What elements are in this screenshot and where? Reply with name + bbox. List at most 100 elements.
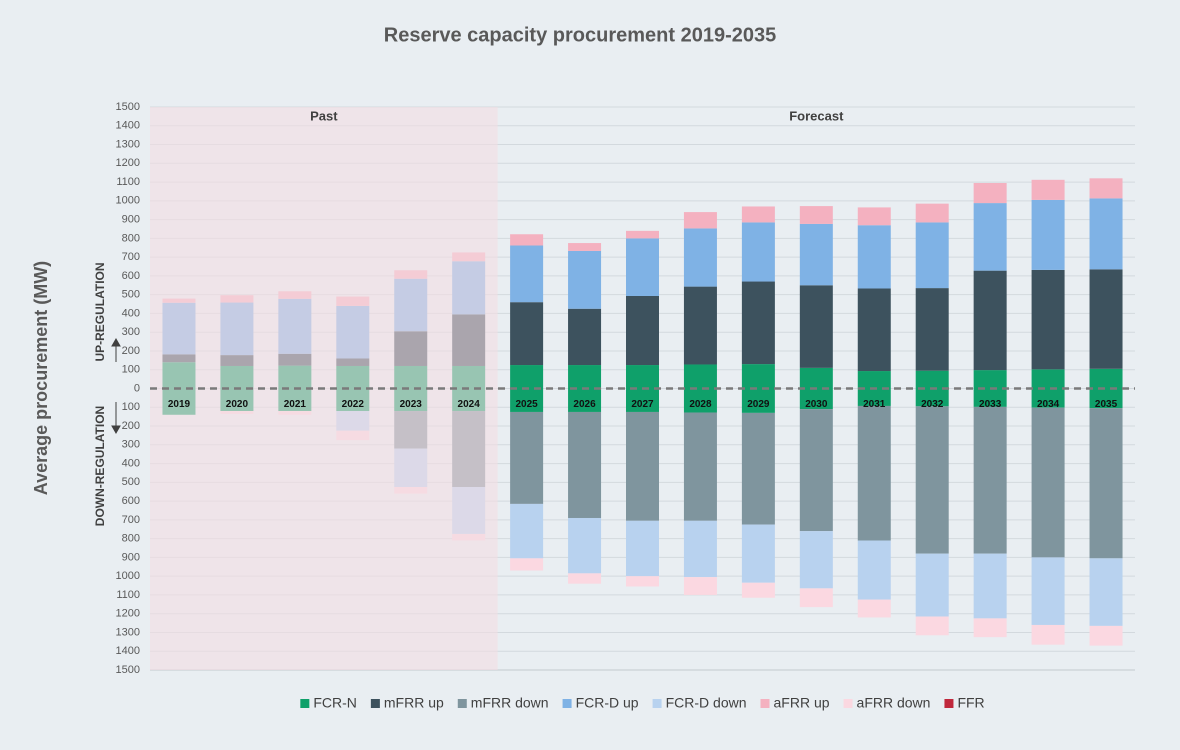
x-tick-label: 2026 <box>573 399 596 410</box>
bar-segment <box>1089 625 1123 646</box>
bar-segment <box>510 245 544 303</box>
y-tick-label: 1500 <box>116 101 140 113</box>
bar-segment <box>1031 369 1065 389</box>
bar-segment <box>1089 388 1123 409</box>
bar-segment <box>626 365 659 389</box>
bar-segment <box>510 411 544 504</box>
bar-segment <box>510 558 544 571</box>
bar-segment <box>1031 179 1065 200</box>
y-tick-label: 1400 <box>116 120 140 132</box>
bar-segment <box>973 618 1007 638</box>
bar-segment <box>626 295 659 366</box>
y-tick-label: 1300 <box>116 626 140 638</box>
bar-segment <box>799 409 833 532</box>
y-tick-label: 400 <box>122 307 140 319</box>
bar-segment <box>973 270 1007 371</box>
bar-segment <box>915 203 949 223</box>
bar-segment <box>683 364 717 389</box>
legend-swatch <box>652 699 662 708</box>
y-tick-label: 1200 <box>116 608 140 620</box>
x-tick-label: 2032 <box>921 399 944 410</box>
y-tick-label: 1400 <box>116 645 140 657</box>
y-tick-label: 200 <box>122 345 140 357</box>
bar-segment <box>915 222 949 289</box>
bar-segment <box>857 225 891 289</box>
bar-segment <box>626 238 659 296</box>
legend-swatch <box>760 699 770 708</box>
bar-segment <box>915 388 949 407</box>
bar-segment <box>741 388 775 413</box>
bar-segment <box>857 405 891 541</box>
legend-swatch <box>843 699 853 708</box>
bar-segment <box>741 582 775 598</box>
x-tick-label: 2029 <box>747 399 770 410</box>
y-tick-label: 1200 <box>116 157 140 169</box>
bar-segment <box>915 616 949 636</box>
bar-segment <box>1031 557 1065 625</box>
bar-segment <box>626 520 659 577</box>
bar-segment <box>799 285 833 368</box>
bar-segment <box>568 308 602 366</box>
y-tick-label: 1300 <box>116 138 140 150</box>
y-tick-label: 200 <box>122 420 140 432</box>
y-tick-label: 600 <box>122 495 140 507</box>
bar-segment <box>741 222 775 282</box>
legend-label: mFRR up <box>384 695 444 711</box>
x-tick-label: 2028 <box>689 399 712 410</box>
bar-segment <box>741 364 775 389</box>
bar-segment <box>626 576 659 587</box>
y-tick-label: 1500 <box>116 664 140 676</box>
bar-segment <box>683 388 717 413</box>
bar-segment <box>1089 408 1123 559</box>
bar-segment <box>568 411 602 518</box>
bar-segment <box>857 371 891 389</box>
bar-segment <box>568 365 602 389</box>
x-tick-label: 2027 <box>631 399 654 410</box>
bar-segment <box>510 234 544 246</box>
bar-segment <box>568 517 602 574</box>
bar-segment <box>741 524 775 583</box>
y-tick-label: 1100 <box>116 589 140 601</box>
bar-segment <box>1089 178 1123 199</box>
bar-segment <box>510 388 544 412</box>
up-label: UP-REGULATION <box>93 262 107 361</box>
bar-segment <box>741 412 775 525</box>
x-tick-label: 2023 <box>400 399 423 410</box>
bar-segment <box>973 388 1007 407</box>
bar-segment <box>857 599 891 618</box>
x-tick-label: 2019 <box>168 399 191 410</box>
bar-segment <box>1031 407 1065 558</box>
bar-segment <box>626 388 659 412</box>
bar-segment <box>683 286 717 365</box>
down-label: DOWN-REGULATION <box>93 406 107 526</box>
y-tick-label: 1100 <box>116 176 140 188</box>
bar-segment <box>973 203 1007 271</box>
x-tick-label: 2021 <box>284 399 307 410</box>
arrows <box>111 337 121 435</box>
bar-segment <box>683 412 717 521</box>
bar-segment <box>857 388 891 406</box>
bar-segment <box>1089 558 1123 626</box>
y-tick-label: 0 <box>134 382 140 394</box>
x-tick-label: 2022 <box>342 399 365 410</box>
bar-segment <box>626 411 659 521</box>
bar-segment <box>1031 388 1065 408</box>
bar-segment <box>1089 198 1123 270</box>
bar-segment <box>799 588 833 608</box>
legend-swatch <box>300 699 310 708</box>
bar-segment <box>799 531 833 589</box>
y-tick-label: 700 <box>122 514 140 526</box>
x-tick-label: 2031 <box>863 399 886 410</box>
y-axis-title: Average procurement (MW) <box>31 261 51 495</box>
region-label: Past <box>310 108 338 123</box>
bar-segment <box>1089 269 1123 369</box>
legend-label: aFRR up <box>774 695 830 711</box>
bar-segment <box>857 288 891 372</box>
y-tick-label: 800 <box>122 533 140 545</box>
bar-segment <box>1089 368 1123 389</box>
bar-segment <box>568 243 602 251</box>
legend-label: FCR-D down <box>666 695 747 711</box>
y-tick-label: 700 <box>122 251 140 263</box>
y-tick-label: 1000 <box>116 195 140 207</box>
